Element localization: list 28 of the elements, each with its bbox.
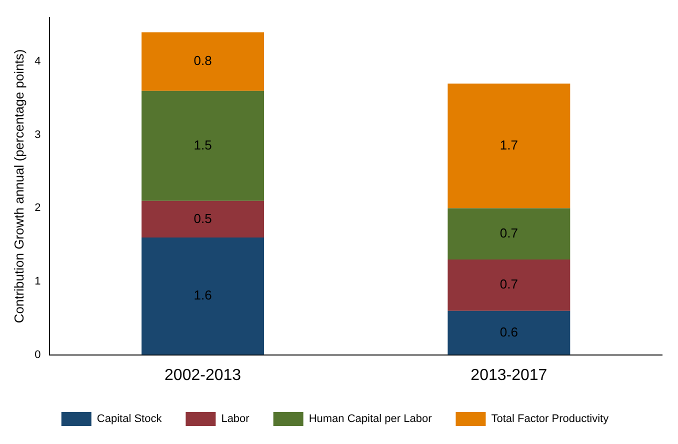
bar bbox=[142, 90, 264, 201]
data-label: 0.8 bbox=[194, 53, 212, 68]
y-tick-label: 1 bbox=[34, 276, 41, 288]
data-label: 0.7 bbox=[500, 225, 518, 240]
bar bbox=[448, 208, 570, 260]
data-label: 0.6 bbox=[500, 324, 518, 340]
bar bbox=[142, 238, 264, 355]
legend-label: Total Factor Productivity bbox=[491, 413, 610, 426]
y-axis-title: Contribution Growth annual (percentage points) bbox=[11, 49, 26, 324]
bar bbox=[142, 200, 264, 238]
y-tick-label: 4 bbox=[34, 56, 41, 68]
data-label: 1.6 bbox=[194, 288, 212, 303]
data-label: 1.5 bbox=[194, 137, 212, 152]
y-tick-label: 0 bbox=[34, 348, 41, 361]
legend-label: Capital Stock bbox=[96, 413, 162, 426]
bar bbox=[448, 260, 570, 311]
x-tick-label: 2013-2017 bbox=[470, 366, 548, 384]
bar bbox=[448, 310, 570, 355]
y-tick-label: 2 bbox=[34, 202, 41, 214]
data-label: 1.7 bbox=[500, 137, 518, 152]
y-tick-label: 3 bbox=[34, 128, 41, 141]
bar bbox=[448, 84, 570, 208]
data-label: 0.5 bbox=[194, 210, 212, 226]
legend-label: Labor bbox=[221, 413, 250, 426]
x-tick-label: 2002-2013 bbox=[164, 366, 242, 384]
data-label: 0.7 bbox=[500, 276, 518, 292]
legend-label: Human Capital per Labor bbox=[308, 413, 432, 426]
bar bbox=[142, 32, 264, 91]
